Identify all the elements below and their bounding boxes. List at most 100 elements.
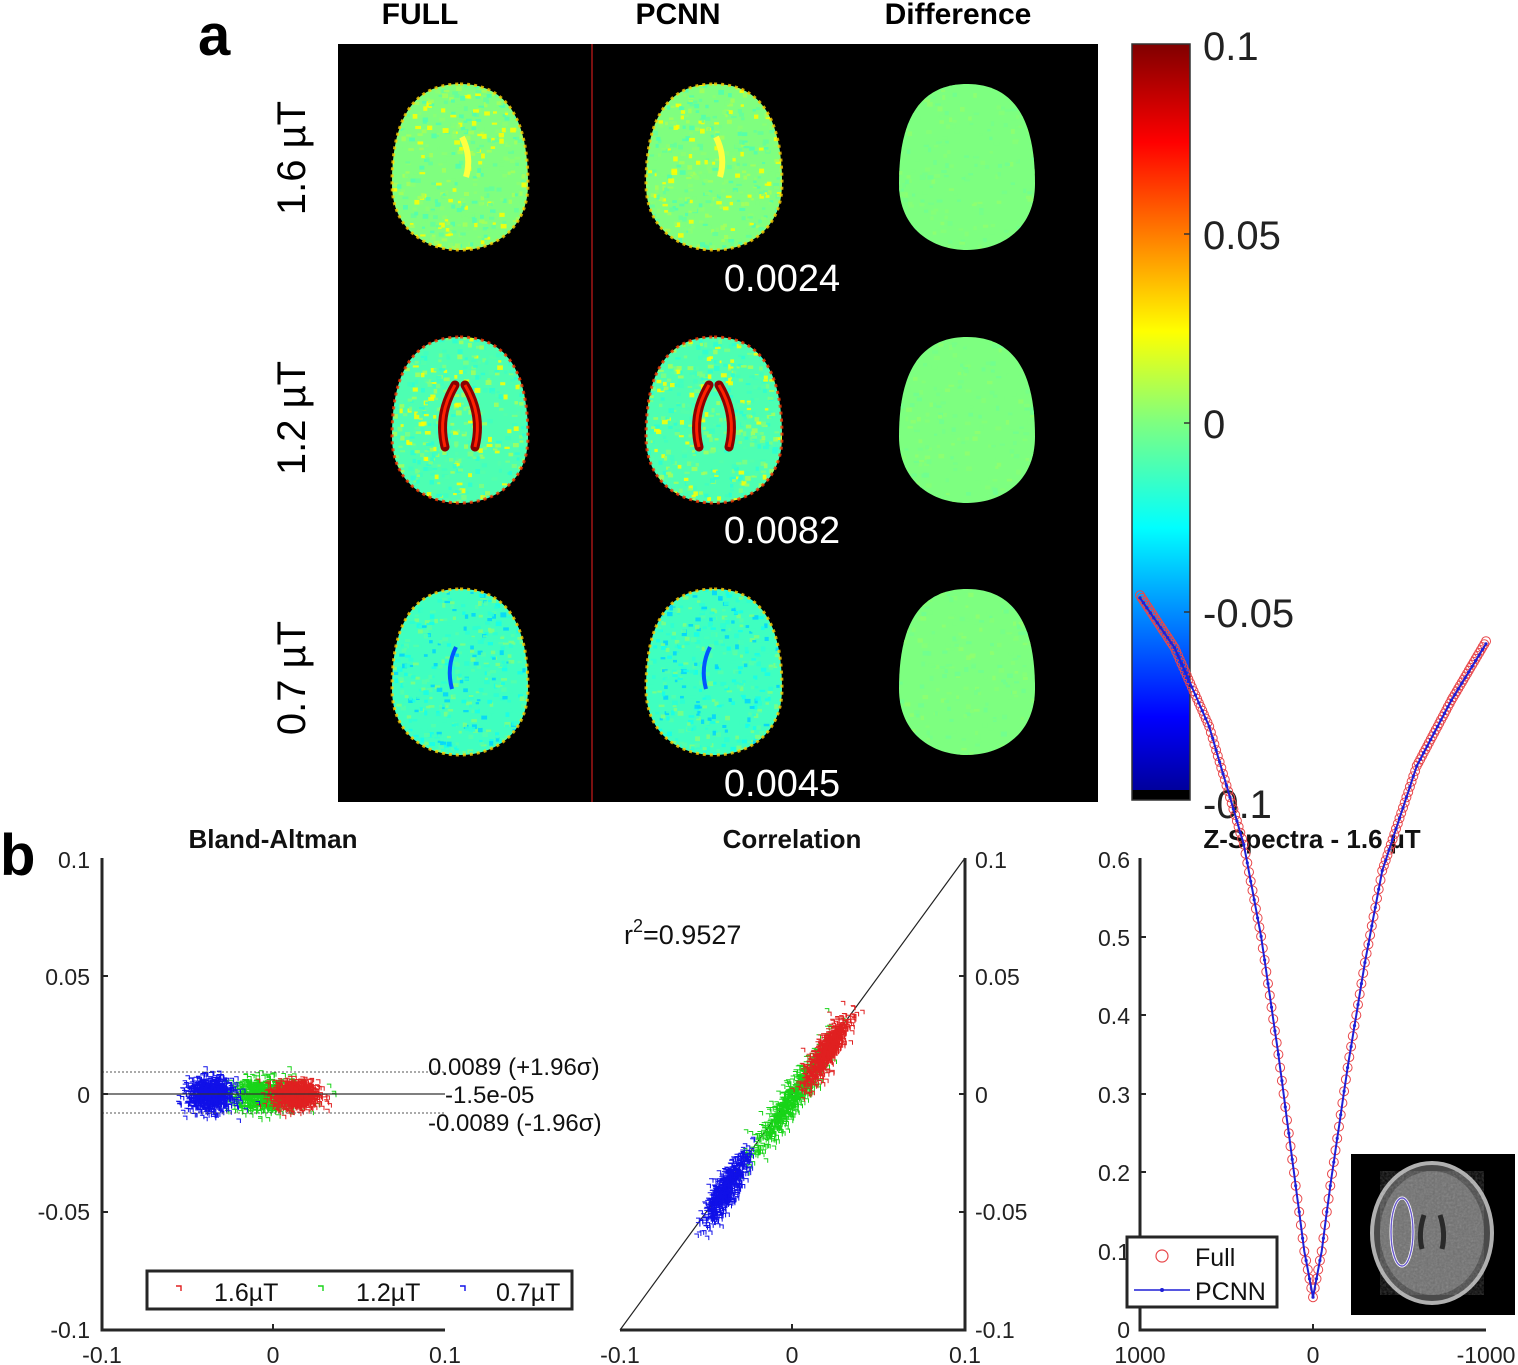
ba-point: [182, 1080, 188, 1085]
ba-point: [300, 1104, 306, 1109]
ba-point: [255, 1078, 261, 1084]
full-marker: [1226, 798, 1237, 809]
ba-point: [245, 1102, 250, 1108]
co-point: [718, 1181, 724, 1187]
ba-point: [226, 1095, 232, 1100]
ba-point: [258, 1087, 263, 1093]
ba-point: [291, 1094, 297, 1099]
co-point: [827, 1039, 832, 1044]
co-point: [793, 1101, 799, 1106]
ba-point: [315, 1084, 321, 1090]
co-point: [785, 1128, 790, 1133]
ba-point: [198, 1089, 203, 1095]
co-point: [813, 1073, 818, 1078]
ba-point: [255, 1101, 261, 1106]
ba-point: [296, 1092, 302, 1097]
co-point: [714, 1216, 720, 1222]
ba-point: [220, 1088, 226, 1093]
co-point: [740, 1164, 746, 1169]
colorbar-frame: [1131, 43, 1191, 801]
co-point: [850, 1018, 856, 1024]
co-point: [793, 1074, 798, 1079]
full-marker: [1162, 632, 1173, 643]
ba-point: [286, 1105, 292, 1110]
co-point: [854, 1011, 860, 1017]
co-point: [834, 1017, 840, 1022]
ba-point: [192, 1087, 198, 1092]
co-point: [800, 1097, 806, 1102]
ba-point: [307, 1082, 312, 1087]
ba-point: [277, 1090, 282, 1095]
ba-point: [306, 1089, 312, 1095]
co-point: [816, 1056, 821, 1062]
co-point: [780, 1110, 786, 1115]
ventricle-left-highlight: [695, 384, 711, 448]
ba-point: [215, 1098, 220, 1104]
co-point: [742, 1163, 747, 1168]
brain-silhouette: [646, 337, 782, 503]
co-point: [782, 1099, 787, 1104]
ba-point: [277, 1079, 282, 1085]
ba-point: [287, 1075, 293, 1081]
ba-point: [270, 1088, 275, 1093]
full-marker: [1164, 634, 1175, 645]
co-point: [850, 1013, 856, 1019]
ba-point: [196, 1083, 201, 1088]
full-marker: [1233, 821, 1244, 832]
ba-point: [202, 1085, 207, 1090]
co-point: [841, 1037, 847, 1043]
ba-point: [271, 1089, 276, 1095]
ba-point: [324, 1099, 329, 1104]
full-marker: [1225, 792, 1235, 803]
co-point: [823, 1044, 828, 1050]
co-point: [829, 1035, 835, 1041]
correlation-points: [694, 1000, 865, 1241]
co-point: [803, 1055, 809, 1061]
bland-altman-title: Bland-Altman: [189, 824, 358, 854]
co-point: [801, 1082, 807, 1087]
ba-point: [212, 1082, 218, 1088]
full-marker: [1228, 804, 1239, 815]
co-xtick-1: 0: [786, 1342, 799, 1365]
co-point: [817, 1041, 823, 1046]
ba-point: [312, 1105, 318, 1111]
ba-point: [266, 1075, 271, 1081]
co-point: [775, 1126, 781, 1131]
ba-point: [293, 1087, 299, 1092]
ba-point: [233, 1103, 238, 1108]
full-marker: [1237, 833, 1248, 844]
brain-slice-full-1-2: [390, 335, 530, 505]
co-point: [807, 1084, 813, 1089]
co-point: [804, 1098, 809, 1103]
ba-point: [214, 1113, 219, 1118]
ba-point: [180, 1087, 185, 1092]
co-point: [778, 1122, 783, 1127]
co-point: [824, 1050, 829, 1056]
brain-edge: [644, 82, 784, 252]
co-point: [788, 1118, 794, 1124]
ba-point: [220, 1096, 225, 1102]
full-marker: [1209, 739, 1220, 750]
co-point: [705, 1222, 711, 1227]
ba-point: [208, 1100, 214, 1106]
ba-xtick-1: 0: [267, 1342, 280, 1365]
full-marker: [1135, 590, 1145, 601]
ba-point: [219, 1103, 224, 1109]
ba-point: [332, 1092, 337, 1098]
co-point: [722, 1195, 728, 1201]
co-point: [807, 1087, 812, 1093]
co-point: [838, 1035, 843, 1041]
co-point: [755, 1137, 761, 1142]
ba-ytick-1: 0.05: [45, 964, 90, 990]
ba-point: [289, 1104, 295, 1109]
co-point: [797, 1099, 802, 1104]
co-point: [711, 1207, 717, 1213]
colorbar-tick-2: 0: [1203, 403, 1225, 447]
ba-point: [243, 1074, 248, 1079]
ba-point: [284, 1086, 289, 1091]
co-point: [793, 1083, 798, 1089]
ba-point: [287, 1066, 292, 1071]
ba-point: [202, 1073, 207, 1078]
ba-point: [234, 1105, 239, 1110]
full-marker: [1157, 624, 1168, 635]
